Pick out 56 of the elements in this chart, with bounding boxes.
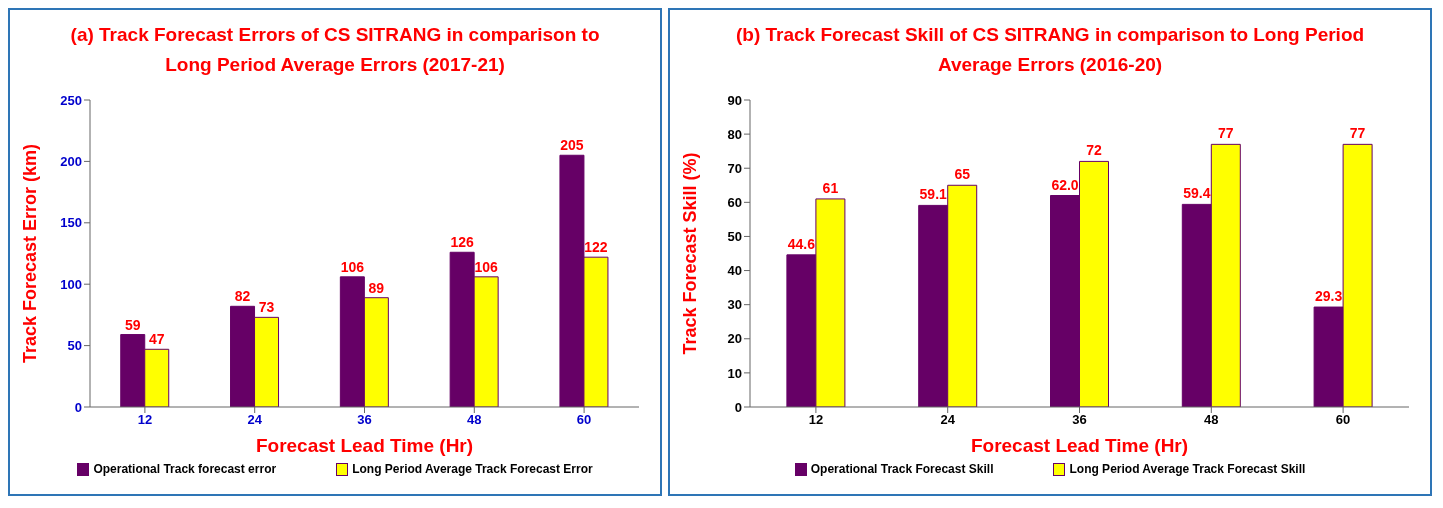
y-axis-title: Track Forecast Skill (%): [680, 152, 701, 355]
chart-title: (a) Track Forecast Errors of CS SITRANG in comparison to Long Period Average Errors (2017-21): [69, 23, 601, 77]
x-tick-label: 12: [808, 412, 824, 428]
data-label: 126: [450, 234, 475, 251]
y-tick-label: 0: [74, 399, 82, 415]
y-tick-label: 250: [60, 92, 82, 108]
legend-label: Operational Track forecast error: [93, 462, 277, 476]
x-tick-label: 60: [1335, 412, 1351, 428]
x-tick-label: 24: [247, 412, 263, 428]
x-tick-label: 24: [940, 412, 956, 428]
y-tick-label: 100: [60, 276, 82, 292]
y-tick-label: 50: [727, 229, 743, 245]
y-tick-label: 90: [727, 92, 743, 108]
data-label: 106: [340, 258, 365, 275]
data-label: 73: [258, 299, 275, 316]
x-tick-label: 60: [576, 412, 592, 428]
legend-label: Long Period Average Track Forecast Error: [352, 462, 593, 476]
data-label: 77: [1218, 125, 1234, 142]
data-label: 65: [954, 166, 971, 183]
x-axis-title: Forecast Lead Time (Hr): [971, 435, 1189, 456]
x-tick-label: 48: [1204, 412, 1219, 428]
data-label: 61: [822, 179, 839, 196]
y-tick-label: 80: [727, 126, 743, 142]
data-label: 72: [1086, 142, 1103, 159]
data-label: 59: [124, 316, 141, 333]
data-label: 59.1: [919, 186, 948, 203]
y-tick-label: 70: [727, 160, 743, 176]
data-label: 44.6: [787, 235, 816, 252]
data-label: 77: [1349, 125, 1366, 142]
x-tick-label: 12: [137, 412, 153, 428]
data-label: 47: [148, 331, 165, 348]
data-label: 29.3: [1315, 288, 1343, 305]
data-label: 59.4: [1183, 185, 1211, 202]
y-tick-label: 50: [67, 338, 82, 354]
y-tick-label: 0: [734, 399, 743, 415]
x-tick-label: 48: [467, 412, 482, 428]
y-tick-label: 200: [60, 154, 82, 170]
x-axis-title: Forecast Lead Time (Hr): [255, 435, 474, 456]
data-label: 205: [560, 137, 584, 154]
data-label: 82: [234, 288, 251, 305]
data-label: 106: [474, 258, 499, 275]
data-label: 89: [368, 279, 385, 296]
x-tick-label: 36: [357, 412, 372, 428]
y-tick-label: 40: [727, 263, 743, 279]
y-tick-label: 30: [727, 297, 743, 313]
legend-label: Long Period Average Track Forecast Skill: [1069, 462, 1306, 476]
chart-title: (b) Track Forecast Skill of CS SITRANG in comparison to Long Period Average Errors (2016-20): [734, 23, 1366, 77]
legend-label: Operational Track Forecast Skill: [810, 462, 994, 476]
y-tick-label: 150: [60, 215, 82, 231]
y-tick-label: 60: [727, 194, 743, 210]
x-tick-label: 36: [1072, 412, 1087, 428]
y-tick-label: 20: [727, 331, 743, 347]
y-axis-title: Track Forecast Error (km): [20, 143, 41, 364]
data-label: 122: [584, 239, 608, 256]
data-label: 62.0: [1051, 176, 1079, 193]
y-tick-label: 10: [727, 365, 743, 381]
